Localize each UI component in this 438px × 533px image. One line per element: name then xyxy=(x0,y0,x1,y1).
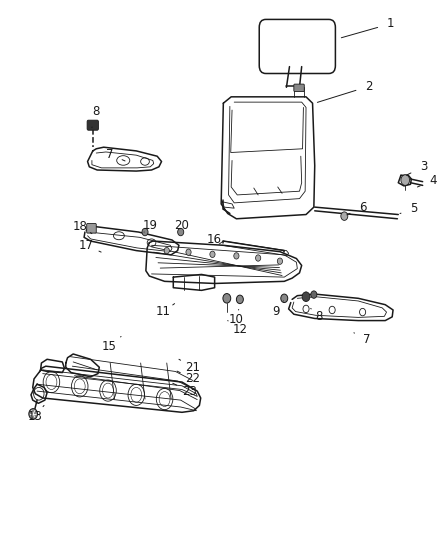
Text: 8: 8 xyxy=(92,105,100,118)
Text: 22: 22 xyxy=(185,373,200,385)
Text: 19: 19 xyxy=(142,219,157,232)
Text: 5: 5 xyxy=(410,201,417,215)
Circle shape xyxy=(164,247,169,254)
Text: 17: 17 xyxy=(78,239,94,252)
FancyBboxPatch shape xyxy=(293,84,304,92)
Text: 1: 1 xyxy=(386,17,394,30)
Circle shape xyxy=(141,228,148,236)
Text: 6: 6 xyxy=(358,200,366,214)
Circle shape xyxy=(223,294,230,303)
Text: 18: 18 xyxy=(73,220,88,233)
FancyBboxPatch shape xyxy=(87,120,98,130)
Text: 7: 7 xyxy=(362,333,370,346)
Circle shape xyxy=(236,295,243,304)
Text: 13: 13 xyxy=(28,409,42,423)
Text: 11: 11 xyxy=(155,305,170,318)
Circle shape xyxy=(255,255,260,261)
Text: 21: 21 xyxy=(185,361,200,374)
Circle shape xyxy=(185,249,191,255)
Text: 7: 7 xyxy=(105,148,113,160)
Text: 10: 10 xyxy=(229,313,243,326)
Text: 23: 23 xyxy=(181,385,196,398)
Text: 2: 2 xyxy=(364,80,372,93)
Circle shape xyxy=(400,175,409,185)
Circle shape xyxy=(340,212,347,220)
Text: 9: 9 xyxy=(272,304,279,318)
Circle shape xyxy=(277,258,282,264)
Text: 12: 12 xyxy=(232,322,247,336)
Text: 15: 15 xyxy=(102,340,117,352)
Text: 3: 3 xyxy=(419,160,426,173)
Circle shape xyxy=(301,292,309,302)
Text: 4: 4 xyxy=(428,174,436,187)
Circle shape xyxy=(280,294,287,303)
Circle shape xyxy=(233,253,238,259)
FancyBboxPatch shape xyxy=(86,223,96,233)
Circle shape xyxy=(209,251,215,257)
Text: 8: 8 xyxy=(314,310,322,324)
Text: 20: 20 xyxy=(174,219,189,232)
Circle shape xyxy=(310,291,316,298)
Circle shape xyxy=(177,228,184,236)
Circle shape xyxy=(29,409,37,419)
Text: 16: 16 xyxy=(207,233,222,246)
